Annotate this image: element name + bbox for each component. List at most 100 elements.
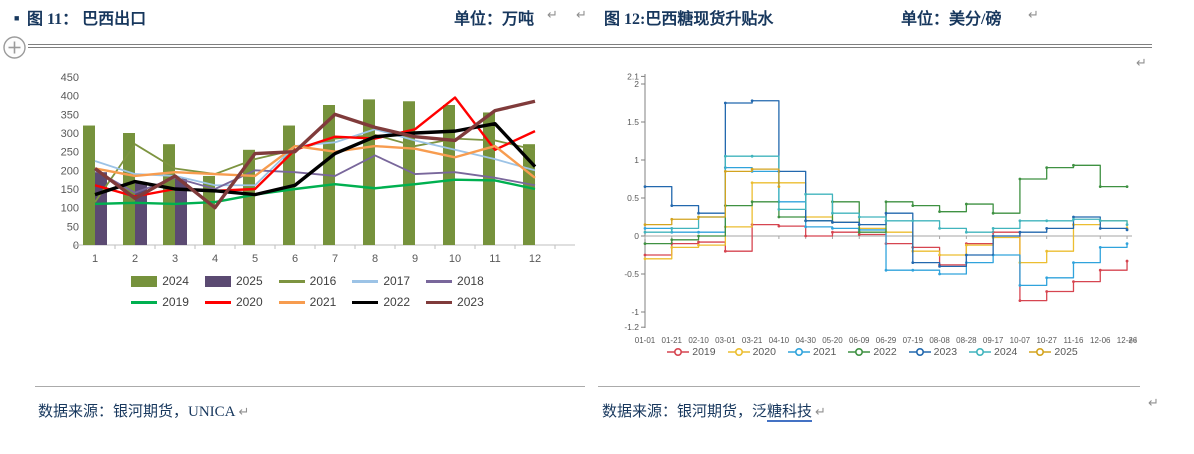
left-source-text: 数据来源：银河期货，UNICA — [38, 404, 236, 420]
circle-marker-swatch-2024 — [969, 347, 992, 357]
figure12-unit: 单位：美分/磅 — [901, 11, 1002, 28]
line-swatch-2016 — [278, 279, 305, 283]
line-swatch-2021 — [278, 300, 305, 304]
svg-text:10: 10 — [449, 253, 461, 265]
return-mark: ↵ — [1148, 396, 1159, 411]
svg-text:12: 12 — [529, 253, 541, 265]
svg-text:-1: -1 — [631, 307, 639, 317]
svg-text:100: 100 — [61, 203, 79, 215]
legend-label: 2017 — [383, 274, 411, 288]
svg-text:4: 4 — [212, 253, 218, 265]
legend-label: 2016 — [309, 274, 337, 288]
svg-text:-0.5: -0.5 — [624, 269, 639, 279]
svg-text:07-19: 07-19 — [903, 336, 924, 345]
svg-text:-1.2: -1.2 — [624, 322, 639, 332]
legend-item-2021: 2021 — [278, 295, 337, 309]
svg-text:400: 400 — [61, 91, 79, 103]
insert-plus-icon[interactable] — [3, 36, 26, 59]
svg-text:1: 1 — [634, 155, 639, 165]
right-source-divider — [598, 386, 1140, 387]
circle-marker-swatch-2020 — [727, 347, 750, 357]
svg-text:8: 8 — [372, 253, 378, 265]
line-swatch-2019 — [131, 300, 158, 304]
return-mark: ↵ — [1136, 56, 1147, 71]
svg-text:250: 250 — [61, 147, 79, 159]
line-swatch-2022 — [352, 300, 379, 304]
legend-label: 2025 — [1054, 346, 1078, 358]
right-source-line: 数据来源：银河期货，泛糖科技 ↵ — [602, 400, 826, 422]
sugar-premium-chart-canvas: 2.12 1.5 1 0.5 0 -0.5 -1 -1.2 01-01 01-21 02-10 03-… — [624, 71, 1138, 345]
legend-item-2017: 2017 — [352, 274, 410, 288]
legend-item-2020: 2020 — [204, 295, 263, 309]
svg-text:03-01: 03-01 — [715, 336, 736, 345]
legend-label: 2024 — [994, 346, 1018, 358]
circle-marker-swatch-2022 — [848, 347, 871, 357]
svg-text:03-21: 03-21 — [742, 336, 763, 345]
svg-text:7: 7 — [332, 253, 338, 265]
svg-text:04-30: 04-30 — [795, 336, 816, 345]
left-source-line: 数据来源：银河期货，UNICA ↵ — [38, 400, 249, 421]
svg-text:08-28: 08-28 — [956, 336, 977, 345]
svg-text:3: 3 — [172, 253, 178, 265]
legend-label: 2021 — [309, 295, 337, 309]
svg-text:200: 200 — [61, 165, 79, 177]
svg-text:9: 9 — [412, 253, 418, 265]
svg-text:2: 2 — [634, 79, 639, 89]
circle-marker-swatch-2021 — [787, 347, 810, 357]
legend-label: 2022 — [873, 346, 897, 358]
left-source-divider — [35, 386, 585, 387]
svg-text:12-26: 12-26 — [1117, 336, 1138, 345]
svg-text:450: 450 — [61, 72, 79, 84]
svg-text:1: 1 — [92, 253, 98, 265]
svg-text:6: 6 — [292, 253, 298, 265]
legend-label: 2023 — [933, 346, 958, 358]
svg-text:150: 150 — [61, 184, 79, 196]
sugar-premium-chart[interactable]: 2.1 2 1.5 1 0.5 0 -0.5 -1 -1.2 01-01 01-21 02-10 03-… — [600, 60, 1145, 350]
brazil-exports-chart[interactable]: 0 50 100 150 200 250 300 350 400 450 1 2 3 4 5 6 7 8 9 10 11… — [35, 62, 580, 272]
double-rule — [28, 44, 1152, 48]
svg-text:01-21: 01-21 — [662, 336, 683, 345]
legend-row: 2019 2020 2021 2022 2023 — [131, 295, 484, 309]
svg-text:2.1: 2.1 — [627, 71, 639, 81]
legend-label: 2020 — [235, 295, 263, 309]
circle-marker-swatch-2019 — [667, 347, 690, 357]
svg-text:06-29: 06-29 — [876, 336, 897, 345]
legend-item-2019: 2019 — [667, 346, 716, 358]
line-swatch-2017 — [352, 279, 379, 283]
svg-text:10-07: 10-07 — [1010, 336, 1031, 345]
svg-text:08-08: 08-08 — [929, 336, 950, 345]
legend-label: 2021 — [812, 346, 837, 358]
fantang-tech-link[interactable]: 糖科技 — [767, 404, 813, 422]
legend-item-2016: 2016 — [278, 274, 337, 288]
legend-item-2025: 2025 — [1029, 346, 1078, 358]
svg-text:01-01: 01-01 — [635, 336, 656, 345]
line-swatch-2018 — [426, 279, 453, 283]
legend-item-2021: 2021 — [787, 346, 837, 358]
svg-text:12-06: 12-06 — [1090, 336, 1111, 345]
line-swatch-2020 — [204, 300, 231, 304]
svg-text:2: 2 — [132, 253, 138, 265]
legend-item-2022: 2022 — [848, 346, 897, 358]
svg-text:04-10: 04-10 — [769, 336, 790, 345]
return-mark: ↵ — [576, 8, 587, 23]
legend-label: 2023 — [457, 295, 484, 309]
svg-text:350: 350 — [61, 109, 79, 121]
legend-label: 2020 — [752, 346, 776, 358]
svg-text:02-10: 02-10 — [688, 336, 709, 345]
return-mark: ↵ — [1028, 8, 1039, 23]
legend-item-2024: 2024 — [969, 346, 1017, 358]
legend-item-2018: 2018 — [426, 274, 484, 288]
legend-label: 2022 — [383, 295, 411, 309]
legend-item-2022: 2022 — [352, 295, 410, 309]
legend-label: 2018 — [457, 274, 484, 288]
legend-item-2019: 2019 — [131, 295, 189, 309]
legend-label: 2025 — [235, 274, 263, 288]
legend-label: 2019 — [162, 295, 189, 309]
legend-row: 2024 2025 2016 2017 2018 — [131, 274, 484, 288]
right-source-text: 数据来源：银河期货，泛 — [602, 404, 768, 420]
svg-text:0: 0 — [73, 240, 79, 252]
svg-text:5: 5 — [252, 253, 258, 265]
legend-item-2023: 2023 — [908, 346, 958, 358]
legend-item-2020: 2020 — [727, 346, 776, 358]
